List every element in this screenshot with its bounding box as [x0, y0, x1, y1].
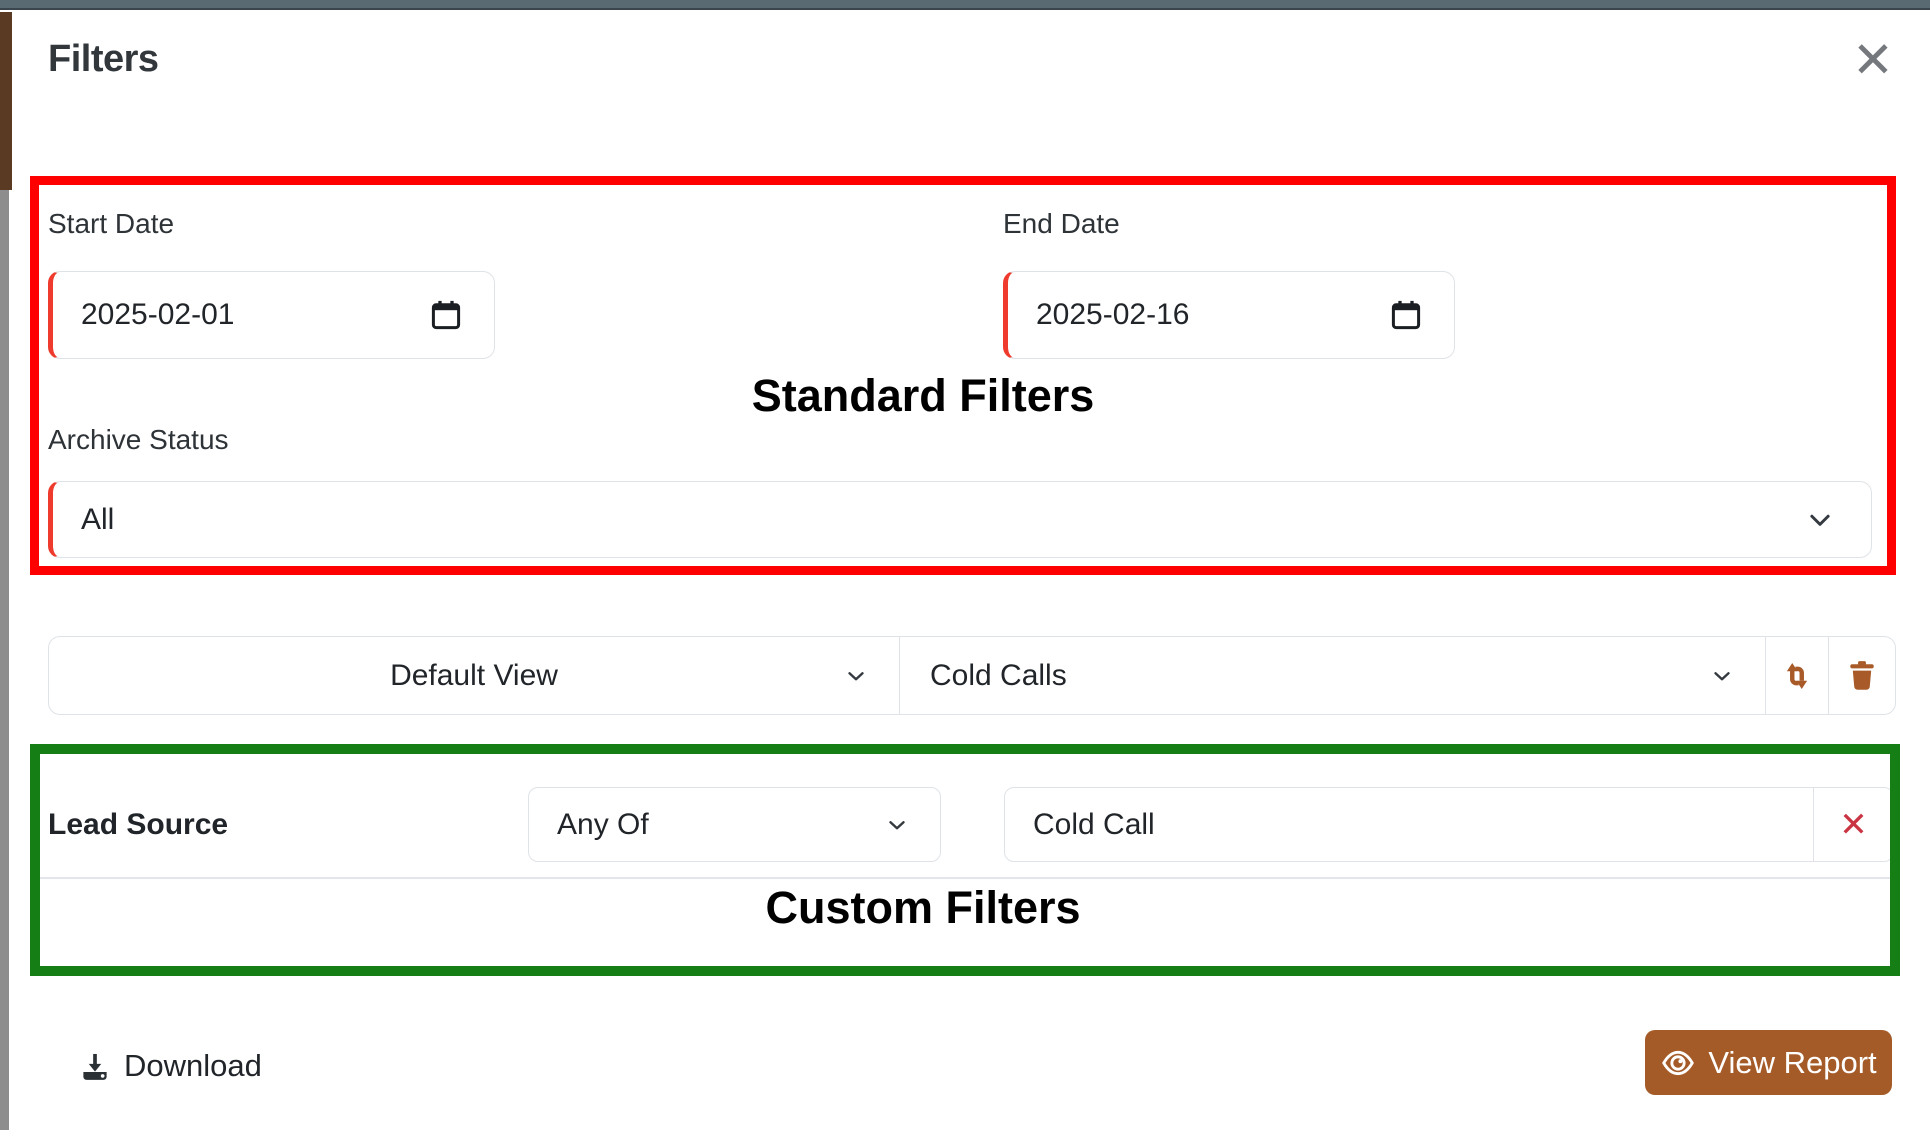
eye-icon [1660, 1045, 1696, 1081]
archive-status-label: Archive Status [48, 424, 229, 455]
backdrop-strip [0, 190, 9, 1130]
delete-view-button[interactable] [1828, 637, 1895, 714]
download-button[interactable]: Download [78, 1048, 262, 1084]
view-selector-row: Default View Cold Calls [48, 636, 1896, 715]
start-date-label: Start Date [48, 208, 175, 239]
remove-x-icon: ✕ [1839, 805, 1868, 844]
background-sidebar-strip [0, 12, 12, 190]
view-report-button[interactable]: View Report [1645, 1030, 1892, 1095]
end-date-label: End Date [1003, 208, 1120, 239]
view-select-value: Default View [390, 658, 558, 692]
operator-select[interactable]: Any Of [528, 787, 941, 862]
modal-title: Filters [48, 38, 159, 80]
custom-filters-annotation: Custom Filters [765, 882, 1081, 933]
view-select[interactable]: Default View [49, 637, 899, 714]
calendar-icon[interactable] [1388, 297, 1424, 333]
start-date-value: 2025-02-01 [81, 298, 235, 331]
operator-value: Any Of [557, 807, 649, 841]
report-select[interactable]: Cold Calls [899, 637, 1765, 714]
chevron-down-icon [1709, 663, 1735, 689]
chevron-down-icon [1805, 505, 1835, 535]
calendar-icon[interactable] [428, 297, 464, 333]
view-report-label: View Report [1708, 1044, 1877, 1080]
arrow-repeat-icon [1778, 657, 1816, 695]
remove-filter-button[interactable]: ✕ [1813, 788, 1893, 861]
close-icon[interactable]: ✕ [1852, 32, 1894, 88]
custom-filter-row-divider [40, 877, 1890, 879]
refresh-view-button[interactable] [1765, 637, 1828, 714]
download-label: Download [124, 1048, 262, 1083]
filter-value-input[interactable]: Cold Call ✕ [1004, 787, 1894, 862]
chevron-down-icon [843, 663, 869, 689]
filter-value-text: Cold Call [1033, 807, 1155, 841]
chevron-down-icon [884, 812, 910, 838]
trash-icon [1843, 657, 1881, 695]
custom-filter-field-label: Lead Source [48, 808, 229, 841]
download-icon [78, 1049, 112, 1083]
window-top-bar [0, 0, 1930, 10]
archive-status-select[interactable]: All [48, 481, 1872, 558]
archive-status-value: All [81, 502, 115, 536]
start-date-input[interactable]: 2025-02-01 [48, 271, 495, 359]
end-date-input[interactable]: 2025-02-16 [1003, 271, 1455, 359]
standard-filters-annotation: Standard Filters [751, 370, 1095, 421]
end-date-value: 2025-02-16 [1036, 298, 1190, 331]
report-select-value: Cold Calls [930, 658, 1067, 692]
